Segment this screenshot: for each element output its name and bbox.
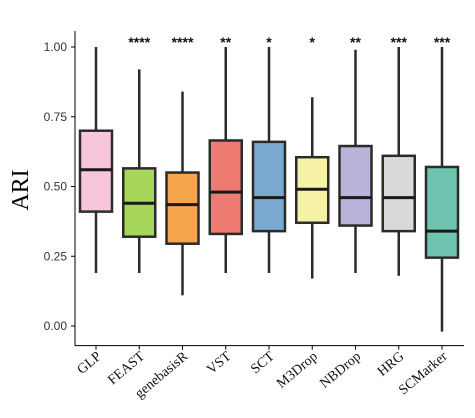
x-tick-label: GLP <box>75 349 105 378</box>
box-hrg <box>381 47 416 276</box>
y-tick-label: 0.50 <box>44 180 68 194</box>
x-tick-label: NBDrop <box>317 349 364 391</box>
box-body <box>424 165 460 259</box>
x-tick-label: HRG <box>375 349 407 379</box>
box-body <box>381 154 416 233</box>
box-genebasisr <box>165 91 200 296</box>
boxplot-series <box>78 47 460 332</box>
box-glp <box>78 47 114 273</box>
y-tick-label: 1.00 <box>44 40 68 54</box>
x-tick-label: SCMarker <box>396 349 451 398</box>
significance-label: **** <box>128 34 150 50</box>
box-body <box>208 139 243 236</box>
significance-label: *** <box>391 34 408 50</box>
significance-label: ** <box>220 34 231 50</box>
significance-label: * <box>266 34 272 50</box>
y-axis-label: ARI <box>8 169 34 210</box>
box-scmarker <box>424 47 460 332</box>
box-body <box>251 140 287 233</box>
box-nbdrop <box>338 49 373 273</box>
box-m3drop <box>295 97 330 279</box>
significance-label: * <box>310 34 316 50</box>
x-tick-label: VST <box>204 349 234 378</box>
box-body <box>338 144 373 227</box>
significance-label: ** <box>350 34 361 50</box>
box-vst <box>208 47 243 273</box>
y-tick-label: 0.75 <box>44 110 68 124</box>
significance-markers: **** **** ** * * ** *** *** <box>128 34 450 50</box>
chart-axes: 0.00 0.25 0.50 0.75 1.00 <box>44 31 464 350</box>
y-tick-label: 0.25 <box>44 249 68 263</box>
box-sct <box>251 47 287 273</box>
significance-label: *** <box>434 34 451 50</box>
significance-label: **** <box>172 34 194 50</box>
y-tick-label: 0.00 <box>44 319 68 333</box>
x-tick-label: SCT <box>248 349 278 377</box>
x-tick-label: M3Drop <box>274 349 321 391</box>
box-feast <box>122 69 157 273</box>
box-body <box>165 171 200 245</box>
